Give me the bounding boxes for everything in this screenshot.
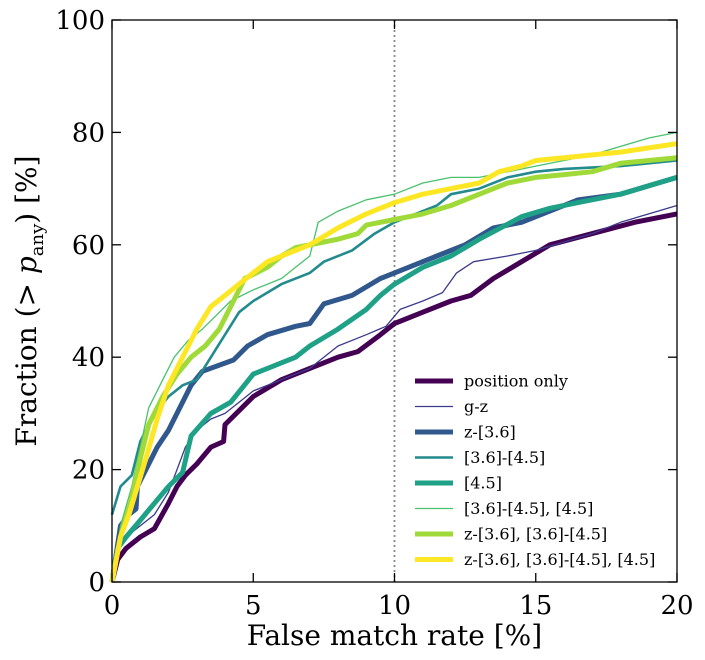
x-tick-label: 10 [378,591,411,621]
series-line [109,175,678,583]
x-tick-label: 20 [660,591,693,621]
x-tick-label: 15 [519,591,552,621]
legend-label: position only [464,372,568,391]
series-line [109,141,678,583]
legend-label: z-[3.6], [3.6]-[4.5] [464,525,607,544]
legend-label: z-[3.6], [3.6]-[4.5], [4.5] [464,550,655,569]
y-label-p: p [10,256,43,274]
x-axis-label: False match rate [%] [247,619,542,652]
legend-label: [4.5] [464,474,502,493]
series-line [111,204,678,583]
legend-label: [3.6]-[4.5] [464,448,545,467]
y-tick-label: 60 [72,231,105,261]
y-tick-label: 100 [55,6,105,36]
y-label-space [10,274,43,283]
x-tick-label: 5 [245,591,262,621]
y-label-suffix: ) [%] [10,155,43,223]
y-tick-label: 80 [72,118,105,148]
legend: position only g-z z-[3.6] [3.6]-[4.5] [4.5] [… [415,372,655,569]
legend-label: [3.6]-[4.5], [4.5] [464,499,593,518]
y-label-prefix: Fraction ( [10,306,43,446]
ticks-layer: 0 5 10 15 20 0 20 40 60 80 100 [55,6,693,621]
y-tick-label: 40 [72,343,105,373]
series-line [111,131,678,583]
y-tick-label: 20 [72,456,105,486]
y-tick-label: 0 [88,568,105,598]
series-layer [109,131,678,583]
y-label-sub: any [27,223,48,256]
legend-label: z-[3.6] [464,423,516,442]
y-axis-label: Fraction (> pany) [%] [10,155,48,446]
x-tick-label: 0 [104,591,121,621]
y-label-gt: > [10,283,43,306]
legend-label: g-z [464,397,488,416]
